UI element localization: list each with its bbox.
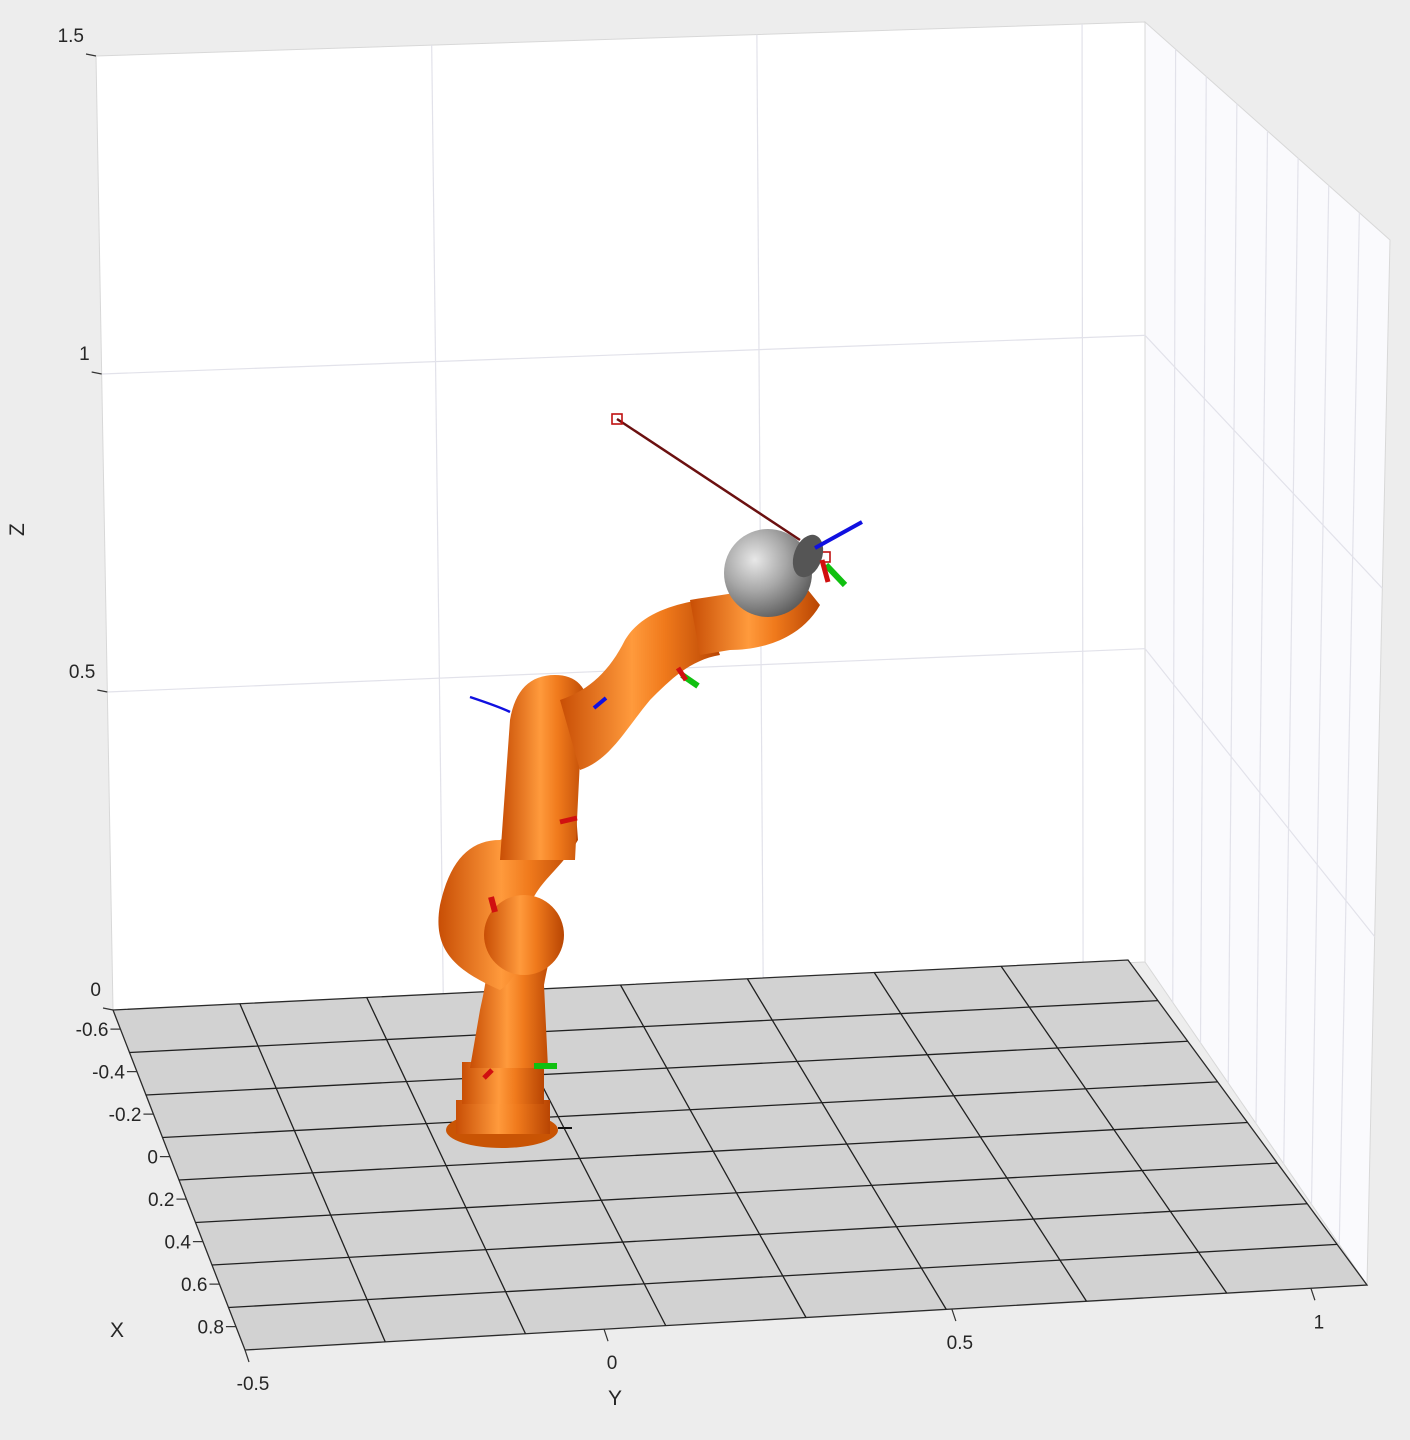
joint-2-x-axis	[488, 896, 498, 913]
robot-base	[446, 1062, 558, 1148]
base-block	[456, 1100, 550, 1134]
wall-grid-line	[1199, 76, 1207, 1043]
wall-grid-line	[1227, 103, 1238, 1084]
tick-label: 0	[147, 1148, 158, 1169]
floor-grid-line	[1000, 965, 1228, 1294]
y-tick	[1310, 1288, 1316, 1301]
ee-z-axis	[814, 520, 863, 550]
ee-x-axis	[819, 559, 831, 583]
tick-label: 0.5	[69, 662, 95, 683]
axis-ticks: 0 0.5 1 1.5 -0.6 -0.4 -0.2 0 0.2 0.4 0.6 0.8 -0.5 0 0.…	[58, 26, 1325, 1395]
blue-arc	[469, 695, 511, 714]
tick-label: 0.4	[165, 1233, 192, 1254]
tick-label: 0	[90, 980, 101, 1001]
tick-label: 0.5	[947, 1333, 973, 1354]
tick-label: 1.5	[58, 26, 84, 47]
axes-box	[95, 20, 1391, 1287]
end-effector-sphere	[724, 529, 812, 617]
tick-label: 0.6	[181, 1275, 207, 1296]
floor-grid-line	[619, 984, 807, 1318]
wall-grid-line	[1338, 212, 1360, 1245]
robot-arm[interactable]	[438, 520, 863, 1148]
tick-label: -0.4	[92, 1063, 125, 1084]
wall-grid-line	[1255, 130, 1269, 1124]
wall-grid-line	[101, 334, 1146, 375]
wall-grid-line	[1310, 185, 1330, 1205]
base-column	[462, 1062, 544, 1104]
floor-grid-line	[366, 997, 527, 1335]
back-wall	[95, 21, 1146, 1011]
z-tick	[85, 53, 97, 57]
trajectory-start-marker	[611, 413, 623, 425]
y-tick	[951, 1308, 957, 1322]
wall-grid-line	[1172, 49, 1177, 1003]
tick-label: -0.5	[237, 1374, 270, 1395]
tick-label: -0.6	[76, 1020, 109, 1041]
tick-label: 0	[607, 1353, 618, 1374]
floor-grid-line	[239, 1003, 386, 1343]
z-tick	[102, 1007, 114, 1011]
flange	[792, 534, 824, 578]
wall-grid	[101, 24, 1383, 1245]
joint-1-x-axis	[482, 1068, 494, 1080]
wall-grid-line	[431, 45, 444, 995]
y-tick	[603, 1329, 609, 1342]
z-tick	[91, 371, 102, 375]
wall-grid-line	[1081, 24, 1084, 965]
joint-3-x-axis	[559, 815, 578, 825]
ee-y-axis	[823, 562, 848, 588]
z-axis-label: Z	[6, 523, 29, 536]
floor-grid	[129, 965, 1338, 1343]
joint-4-z-axis	[592, 696, 608, 710]
joint-2	[484, 895, 564, 975]
tick-label: 0.2	[148, 1190, 174, 1211]
trajectory-line	[616, 417, 801, 542]
z-tick	[97, 689, 108, 693]
wall-grid-line	[1283, 158, 1299, 1164]
x-axis-label: X	[110, 1319, 124, 1342]
link-4	[560, 600, 720, 770]
floor	[112, 959, 1369, 1351]
y-tick	[244, 1349, 250, 1363]
tick-label: 1	[1314, 1312, 1325, 1333]
tick-label: 1	[79, 344, 90, 365]
wall-grid-line	[756, 34, 764, 980]
floor-grid-line	[873, 972, 1088, 1302]
joint-6-x-axis	[675, 666, 689, 682]
tick-label: 0.8	[198, 1318, 224, 1339]
floor-grid-line	[746, 978, 947, 1310]
tick-label: -0.2	[109, 1105, 142, 1126]
floor-plane	[112, 959, 1369, 1351]
y-axis-label: Y	[608, 1387, 622, 1410]
